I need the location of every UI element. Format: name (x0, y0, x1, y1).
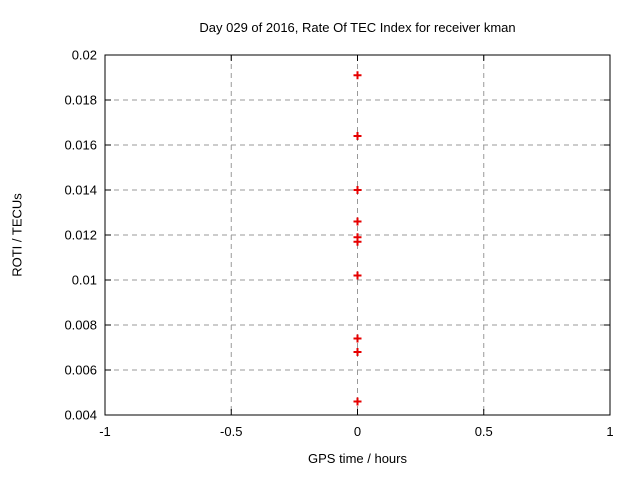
x-tick-label: 1 (606, 424, 613, 439)
y-tick-label: 0.014 (64, 183, 97, 198)
x-tick-label: -0.5 (220, 424, 242, 439)
data-point-marker (353, 237, 362, 246)
x-tick-label: 0 (354, 424, 361, 439)
y-tick-label: 0.016 (64, 138, 97, 153)
y-tick-label: 0.006 (64, 363, 97, 378)
y-tick-label: 0.008 (64, 318, 97, 333)
y-tick-label: 0.004 (64, 408, 97, 423)
x-tick-label: -1 (99, 424, 111, 439)
y-tick-label: 0.018 (64, 93, 97, 108)
data-point-marker (353, 397, 362, 406)
data-point-marker (353, 217, 362, 226)
data-point-marker (353, 132, 362, 140)
y-tick-label: 0.02 (72, 48, 97, 63)
data-point-marker (353, 271, 362, 280)
data-point-marker (353, 348, 362, 356)
data-point-marker (353, 186, 362, 194)
data-point-marker (353, 334, 362, 343)
x-axis-label: GPS time / hours (308, 451, 407, 466)
y-tick-label: 0.012 (64, 228, 97, 243)
data-point-marker (353, 71, 362, 80)
y-tick-label: 0.01 (72, 273, 97, 288)
x-tick-label: 0.5 (475, 424, 493, 439)
chart-title: Day 029 of 2016, Rate Of TEC Index for r… (199, 20, 516, 35)
